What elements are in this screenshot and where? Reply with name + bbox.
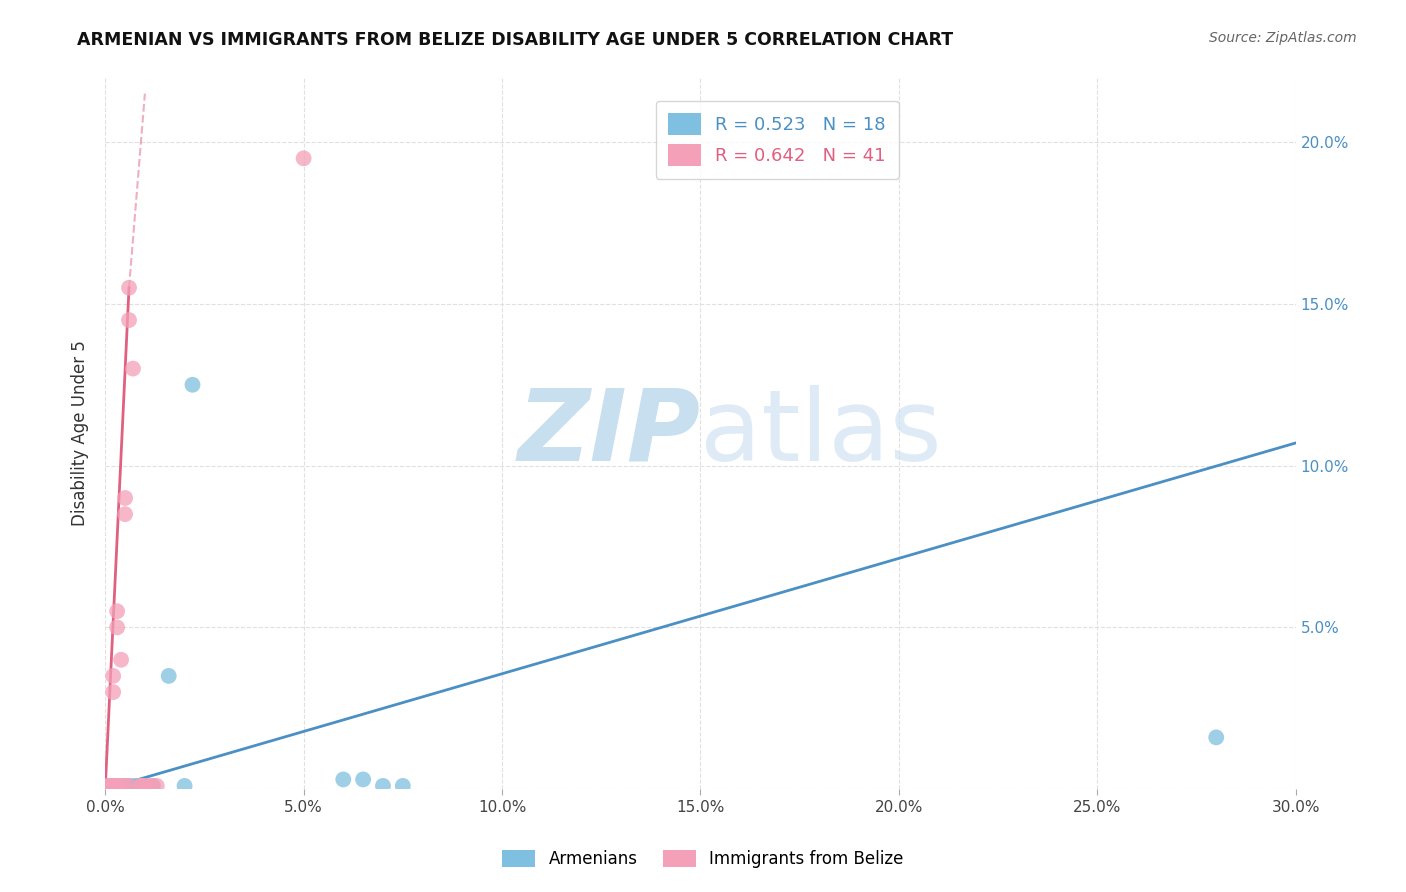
Point xyxy=(105,779,128,793)
Point xyxy=(118,281,141,295)
Point xyxy=(118,779,141,793)
Text: ZIP: ZIP xyxy=(517,384,700,482)
Point xyxy=(101,779,124,793)
Point xyxy=(98,779,121,793)
Point xyxy=(101,779,124,793)
Point xyxy=(118,779,141,793)
Point xyxy=(105,620,128,634)
Point xyxy=(125,779,148,793)
Point xyxy=(134,779,156,793)
Point xyxy=(118,313,141,327)
Point xyxy=(101,779,124,793)
Point xyxy=(98,779,121,793)
Point xyxy=(101,779,124,793)
Point xyxy=(101,779,124,793)
Point xyxy=(98,779,121,793)
Point xyxy=(114,779,136,793)
Point xyxy=(114,491,136,505)
Point xyxy=(105,779,128,793)
Point xyxy=(173,779,195,793)
Point xyxy=(129,779,152,793)
Point xyxy=(101,779,124,793)
Point xyxy=(98,779,121,793)
Point xyxy=(122,779,145,793)
Point xyxy=(110,779,132,793)
Point xyxy=(371,779,394,793)
Point xyxy=(98,779,121,793)
Point xyxy=(98,779,121,793)
Point xyxy=(101,779,124,793)
Text: atlas: atlas xyxy=(700,384,942,482)
Point xyxy=(146,779,169,793)
Point xyxy=(98,779,121,793)
Point xyxy=(110,779,132,793)
Point xyxy=(101,685,124,699)
Text: ARMENIAN VS IMMIGRANTS FROM BELIZE DISABILITY AGE UNDER 5 CORRELATION CHART: ARMENIAN VS IMMIGRANTS FROM BELIZE DISAB… xyxy=(77,31,953,49)
Point xyxy=(181,377,204,392)
Point xyxy=(122,361,145,376)
Point xyxy=(98,779,121,793)
Point xyxy=(105,779,128,793)
Point xyxy=(98,779,121,793)
Legend: Armenians, Immigrants from Belize: Armenians, Immigrants from Belize xyxy=(495,843,911,875)
Y-axis label: Disability Age Under 5: Disability Age Under 5 xyxy=(72,341,89,526)
Point xyxy=(391,779,413,793)
Point xyxy=(114,779,136,793)
Point xyxy=(101,779,124,793)
Point xyxy=(352,772,374,787)
Point xyxy=(105,779,128,793)
Point xyxy=(129,779,152,793)
Point xyxy=(157,669,180,683)
Point xyxy=(134,779,156,793)
Point xyxy=(98,779,121,793)
Point xyxy=(98,779,121,793)
Point xyxy=(332,772,354,787)
Point xyxy=(142,779,165,793)
Point xyxy=(1205,731,1227,745)
Legend: R = 0.523   N = 18, R = 0.642   N = 41: R = 0.523 N = 18, R = 0.642 N = 41 xyxy=(655,101,898,179)
Point xyxy=(129,779,152,793)
Point xyxy=(110,653,132,667)
Point xyxy=(292,151,315,165)
Point xyxy=(101,669,124,683)
Point xyxy=(142,779,165,793)
Point xyxy=(105,604,128,618)
Point xyxy=(114,507,136,521)
Point xyxy=(138,779,160,793)
Text: Source: ZipAtlas.com: Source: ZipAtlas.com xyxy=(1209,31,1357,45)
